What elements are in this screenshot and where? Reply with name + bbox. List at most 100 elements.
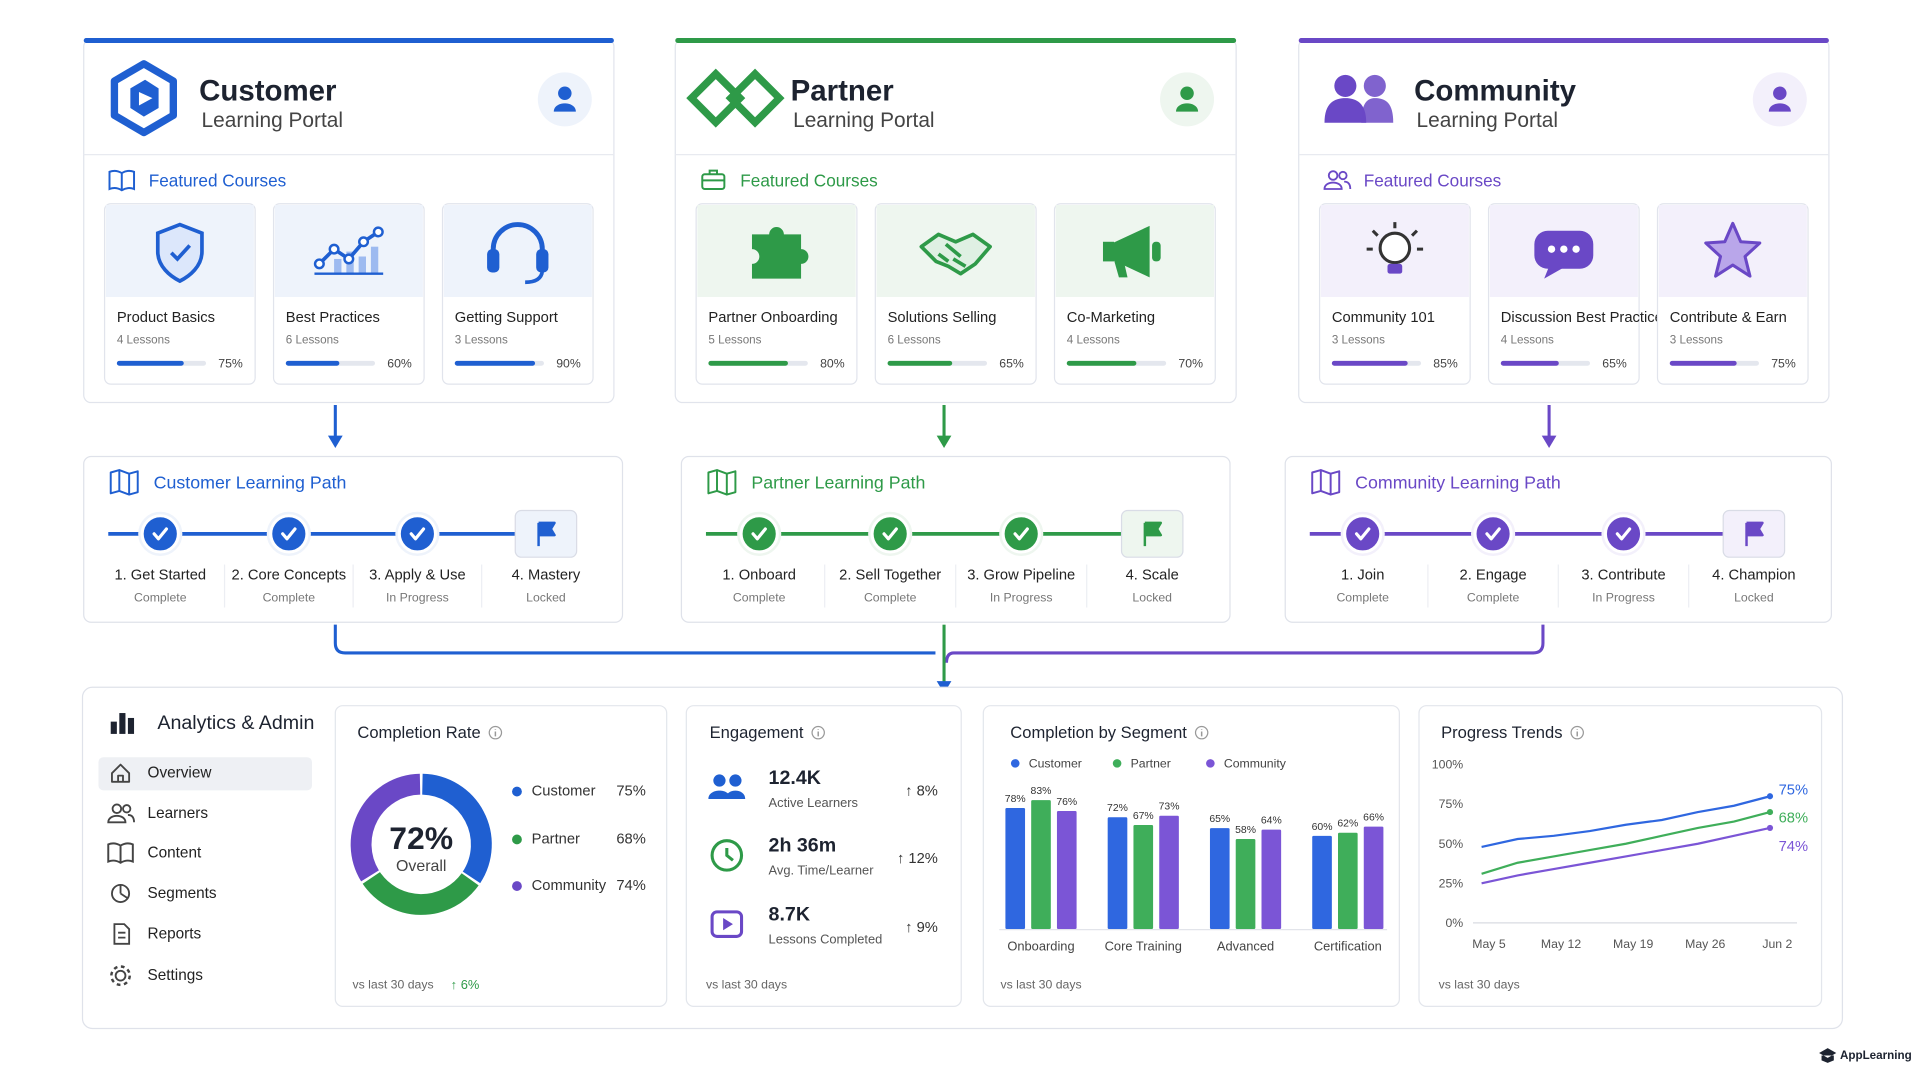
step-ring [1340, 511, 1385, 556]
icon-part [107, 842, 134, 864]
icon-part [1773, 86, 1787, 101]
icon-part [811, 725, 825, 740]
icon-part [937, 242, 967, 268]
legend-dot [1206, 759, 1215, 768]
path-title: Partner Learning Path [751, 472, 925, 492]
course-name: Solutions Selling [888, 310, 997, 326]
bar-value-label: 58% [1235, 825, 1256, 836]
donut-segment [350, 773, 421, 882]
donut-segment [421, 773, 492, 884]
portal-accent [675, 38, 1237, 43]
flag-icon [537, 521, 556, 547]
icon-part [1323, 180, 1352, 190]
brand-mark [1819, 1048, 1837, 1063]
avatar-button [1160, 72, 1215, 127]
analytics-icon [110, 713, 135, 734]
icon-part [882, 527, 898, 541]
icon-part [537, 521, 556, 547]
icon-part [558, 86, 572, 101]
step-status: Complete [1336, 591, 1389, 605]
widget-card [1418, 705, 1823, 1007]
icon-part [525, 270, 545, 285]
step-status: Locked [526, 591, 566, 605]
icon-part [111, 763, 131, 783]
nav-icon [111, 883, 131, 903]
overall-value: 72% [389, 820, 453, 856]
check-icon [1354, 527, 1371, 541]
course-lessons: 3 Lessons [1670, 333, 1723, 346]
nav-item[interactable]: Reports [148, 925, 202, 942]
step-status: In Progress [386, 591, 449, 605]
path-icon [707, 469, 737, 496]
metric-value: 8.7K [769, 903, 810, 925]
course-lessons: 3 Lessons [455, 333, 508, 346]
step-marker [1472, 513, 1514, 555]
info-icon [1570, 725, 1584, 740]
metric-change: ↑ 9% [905, 920, 938, 936]
nav-item[interactable]: Segments [148, 885, 217, 902]
y-tick-label: 100% [1432, 758, 1463, 772]
progress-label: 75% [1771, 356, 1796, 370]
nav-icon [113, 923, 131, 945]
metric-value: 2h 36m [769, 835, 837, 857]
step-label: 1. Get Started [114, 568, 206, 584]
legend-dot [1010, 759, 1020, 768]
legend-label: Customer [1029, 756, 1082, 770]
x-tick-label: Certification [1314, 939, 1382, 954]
step-marker [1000, 513, 1042, 555]
bar-value-label: 65% [1209, 814, 1230, 825]
icon-part [127, 717, 135, 734]
bar [1133, 825, 1154, 930]
bar-value-label: 76% [1056, 797, 1077, 808]
path-card [83, 455, 624, 623]
icon-part [1361, 98, 1394, 123]
icon-part [1704, 221, 1762, 278]
bar [1363, 826, 1384, 930]
icon-part [1387, 263, 1403, 274]
check-icon [1485, 527, 1501, 541]
icon-part [751, 527, 767, 541]
icon-part [169, 244, 192, 262]
icon-part [1366, 222, 1424, 251]
step-ring [1471, 511, 1516, 556]
end-point [1766, 824, 1774, 831]
course-icon-bg [443, 204, 592, 297]
step-label: 4. Champion [1712, 568, 1795, 584]
course-lessons: 4 Lessons [1501, 333, 1554, 346]
icon-part [1745, 521, 1764, 547]
step-label: 1. Join [1341, 568, 1384, 584]
info-icon [488, 725, 503, 740]
nav-item[interactable]: Settings [148, 967, 204, 984]
course-lessons: 6 Lessons [286, 333, 339, 346]
progress-fill [116, 360, 184, 366]
icon-part [1560, 245, 1568, 253]
portal-logo [110, 60, 177, 137]
course-icon [1704, 221, 1762, 278]
icon-part [1547, 245, 1556, 253]
portal-subtitle: Learning Portal [1417, 109, 1558, 132]
nav-item[interactable]: Content [148, 844, 202, 861]
icon-part [113, 923, 131, 945]
icon-part [409, 527, 426, 541]
trend-line [1481, 795, 1771, 848]
step-status: Complete [864, 591, 917, 605]
step-marker [738, 513, 780, 555]
icon-part [110, 60, 177, 137]
step-marker [1342, 513, 1383, 555]
arrow-head [1541, 435, 1557, 448]
icon-part [358, 256, 366, 274]
y-tick-label: 50% [1439, 837, 1464, 851]
step-marker [1603, 513, 1644, 555]
nav-icon [107, 842, 134, 864]
icon-part [1327, 170, 1339, 181]
icon-part [358, 236, 370, 248]
icon-part [713, 774, 726, 787]
info-icon [811, 725, 825, 740]
y-tick-label: 25% [1439, 876, 1464, 890]
course-icon [1366, 222, 1424, 274]
footer-note: vs last 30 days [1439, 977, 1520, 991]
featured-icon [701, 169, 726, 190]
icon-part [1485, 527, 1501, 541]
nav-item[interactable]: Overview [148, 765, 213, 782]
nav-item[interactable]: Learners [148, 805, 209, 822]
